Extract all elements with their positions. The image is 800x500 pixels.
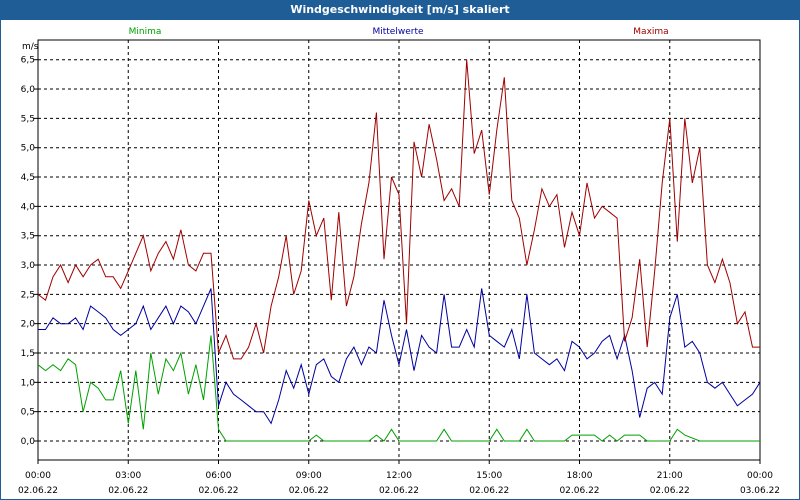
- x-tick-time: 15:00: [476, 471, 502, 481]
- x-tick-date: 02.06.22: [650, 486, 690, 496]
- y-axis-label: m/s: [22, 42, 39, 52]
- series-mittelwerte: [38, 288, 761, 425]
- y-tick-label: 3,5: [21, 232, 35, 242]
- x-tick-time: 12:00: [386, 471, 412, 481]
- series-lines: [37, 59, 761, 442]
- x-tick-date: 02.06.22: [559, 486, 599, 496]
- series-minima: [37, 335, 760, 442]
- y-tick-label: 3,0: [21, 261, 36, 271]
- chart-title: Windgeschwindigkeit [m/s] skaliert: [0, 0, 800, 20]
- y-tick-label: 5,0: [21, 144, 36, 154]
- series-maxima: [37, 59, 760, 360]
- y-tick-label: 1,0: [21, 378, 36, 388]
- y-tick-label: 4,5: [21, 173, 35, 183]
- x-tick-date: 03.06.22: [740, 486, 780, 496]
- x-tick-time: 00:00: [25, 471, 51, 481]
- x-tick-time: 18:00: [567, 471, 593, 481]
- x-tick-time: 00:00: [747, 471, 773, 481]
- legend-minima: Minima: [129, 27, 162, 37]
- x-tick-date: 02.06.22: [18, 486, 58, 496]
- legend-maxima: Maxima: [633, 27, 668, 37]
- y-tick-label: 6,0: [21, 85, 36, 95]
- x-axis-ticks: 00:00 02.06.22 03:00 02.06.22 06:00 02.06.22 0…: [18, 460, 780, 496]
- x-tick-date: 02.06.22: [198, 486, 238, 496]
- grid-lines: [38, 40, 760, 460]
- y-tick-label: 0,5: [21, 408, 35, 418]
- x-tick-time: 21:00: [657, 471, 683, 481]
- y-axis-ticks: 0,0 0,5 1,0 1,5 2,0 2,5 3,0 3,5 4,0 4,5 5,0 5,5 6,0 6…: [21, 56, 38, 447]
- y-tick-label: 2,5: [21, 290, 35, 300]
- x-tick-time: 03:00: [115, 471, 141, 481]
- y-tick-label: 1,5: [21, 349, 35, 359]
- x-tick-date: 02.06.22: [289, 486, 329, 496]
- y-tick-label: 6,5: [21, 56, 35, 66]
- x-tick-date: 02.06.22: [108, 486, 148, 496]
- x-tick-time: 06:00: [206, 471, 232, 481]
- x-tick-date: 02.06.22: [469, 486, 509, 496]
- y-tick-label: 5,5: [21, 114, 35, 124]
- legend-mittelwerte: Mittelwerte: [372, 27, 423, 37]
- x-tick-time: 09:00: [296, 471, 322, 481]
- y-tick-label: 2,0: [21, 320, 36, 330]
- y-tick-label: 4,0: [21, 202, 36, 212]
- y-tick-label: 0,0: [21, 437, 36, 447]
- x-tick-date: 02.06.22: [379, 486, 419, 496]
